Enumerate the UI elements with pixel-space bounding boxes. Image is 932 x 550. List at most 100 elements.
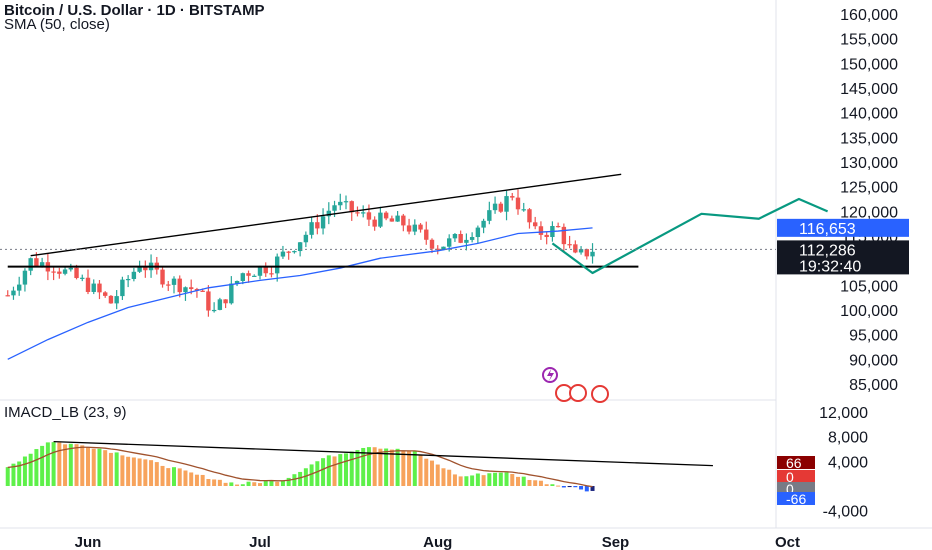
- candle-body: [504, 196, 509, 212]
- candle: [194, 287, 200, 298]
- histogram-bar: [80, 445, 85, 486]
- candle: [17, 276, 22, 296]
- lightning-glyph-icon: [547, 369, 554, 381]
- candle-body: [240, 273, 245, 281]
- candle-body: [275, 256, 280, 274]
- candle-body: [355, 212, 360, 214]
- candle: [22, 268, 28, 292]
- histogram-bar: [355, 450, 360, 486]
- price-tick-label: 150,000: [840, 56, 898, 73]
- histogram-bar: [475, 473, 480, 486]
- symbol-title[interactable]: Bitcoin / U.S. Dollar · 1D · BITSTAMP: [4, 2, 265, 19]
- candle-body: [315, 222, 320, 229]
- histogram-bar: [504, 472, 509, 486]
- histogram-bar: [189, 472, 194, 486]
- histogram-bar: [252, 482, 257, 486]
- candle: [481, 218, 486, 234]
- histogram-bar: [45, 442, 50, 486]
- candle: [338, 193, 343, 211]
- candle: [114, 290, 119, 310]
- candle-body: [5, 295, 10, 297]
- candle: [166, 280, 171, 291]
- candle: [492, 196, 498, 214]
- candle-body: [584, 249, 589, 257]
- histogram-bar: [149, 460, 154, 486]
- histogram-bar: [229, 482, 234, 486]
- candle-body: [211, 309, 217, 312]
- histogram-bar: [332, 456, 337, 486]
- histogram-bar: [464, 476, 469, 486]
- histogram-bar: [258, 483, 262, 486]
- candle-body: [521, 209, 526, 211]
- candle: [383, 211, 389, 221]
- candle-body: [372, 219, 377, 227]
- macd-badge-text: -66: [786, 491, 806, 507]
- candle: [533, 216, 538, 230]
- histogram-bar: [108, 452, 113, 486]
- candle: [252, 274, 257, 277]
- candle-body: [481, 220, 486, 228]
- histogram-bar: [34, 449, 39, 486]
- histogram-bar: [579, 486, 584, 490]
- candle: [487, 201, 492, 225]
- flag-icon: [591, 385, 609, 403]
- candle-body: [206, 291, 211, 311]
- histogram-bar: [240, 484, 245, 486]
- histogram-bar: [86, 447, 90, 486]
- histogram-bar: [544, 484, 549, 486]
- candle: [372, 216, 377, 231]
- candle-body: [406, 225, 412, 232]
- histogram-bar: [498, 472, 503, 486]
- candle: [120, 276, 125, 300]
- candle: [498, 201, 503, 213]
- histogram-bar: [378, 448, 383, 486]
- histogram-bar: [298, 471, 303, 486]
- candle-body: [160, 269, 165, 285]
- candle-body: [429, 239, 435, 249]
- time-tick-label: Oct: [775, 534, 800, 550]
- candle: [567, 235, 572, 249]
- candle-body: [567, 244, 572, 246]
- candle: [573, 240, 578, 254]
- candle-body: [361, 212, 366, 214]
- candle-body: [280, 251, 286, 257]
- candle-body: [125, 278, 131, 281]
- candle-body: [252, 275, 257, 277]
- histogram-bar: [246, 481, 251, 486]
- histogram-bar: [217, 479, 222, 486]
- histogram-bar: [366, 447, 371, 486]
- candle: [469, 232, 475, 243]
- histogram-bar: [550, 484, 555, 486]
- histogram-bar: [441, 468, 446, 486]
- candle: [309, 217, 314, 239]
- candle: [475, 225, 481, 244]
- histogram-bar: [131, 457, 136, 486]
- candle: [217, 297, 223, 311]
- candle-body: [200, 290, 205, 292]
- candle-body: [378, 212, 383, 227]
- histogram-bar: [573, 486, 578, 488]
- candle: [424, 221, 429, 245]
- candle-body: [22, 270, 28, 285]
- histogram-bar: [126, 456, 131, 486]
- histogram-bar: [470, 475, 475, 486]
- price-tick-label: 135,000: [840, 130, 898, 147]
- histogram-bar: [68, 443, 73, 486]
- histogram-bar: [361, 447, 366, 486]
- histogram-bar: [183, 470, 188, 486]
- candle-body: [17, 284, 22, 291]
- candle-body: [131, 271, 137, 279]
- histogram-bar: [269, 480, 274, 486]
- macd-badge-text: 0: [786, 481, 794, 497]
- imacd-indicator-label[interactable]: IMACD_LB (23, 9): [4, 404, 127, 421]
- candle-body: [458, 233, 463, 243]
- sma-indicator-label[interactable]: SMA (50, close): [4, 16, 110, 33]
- candle-body: [555, 225, 561, 228]
- histogram-bar: [407, 451, 412, 486]
- histogram-bar: [5, 467, 10, 486]
- candle: [527, 208, 532, 229]
- histogram-bar: [430, 460, 434, 486]
- candle: [510, 192, 515, 201]
